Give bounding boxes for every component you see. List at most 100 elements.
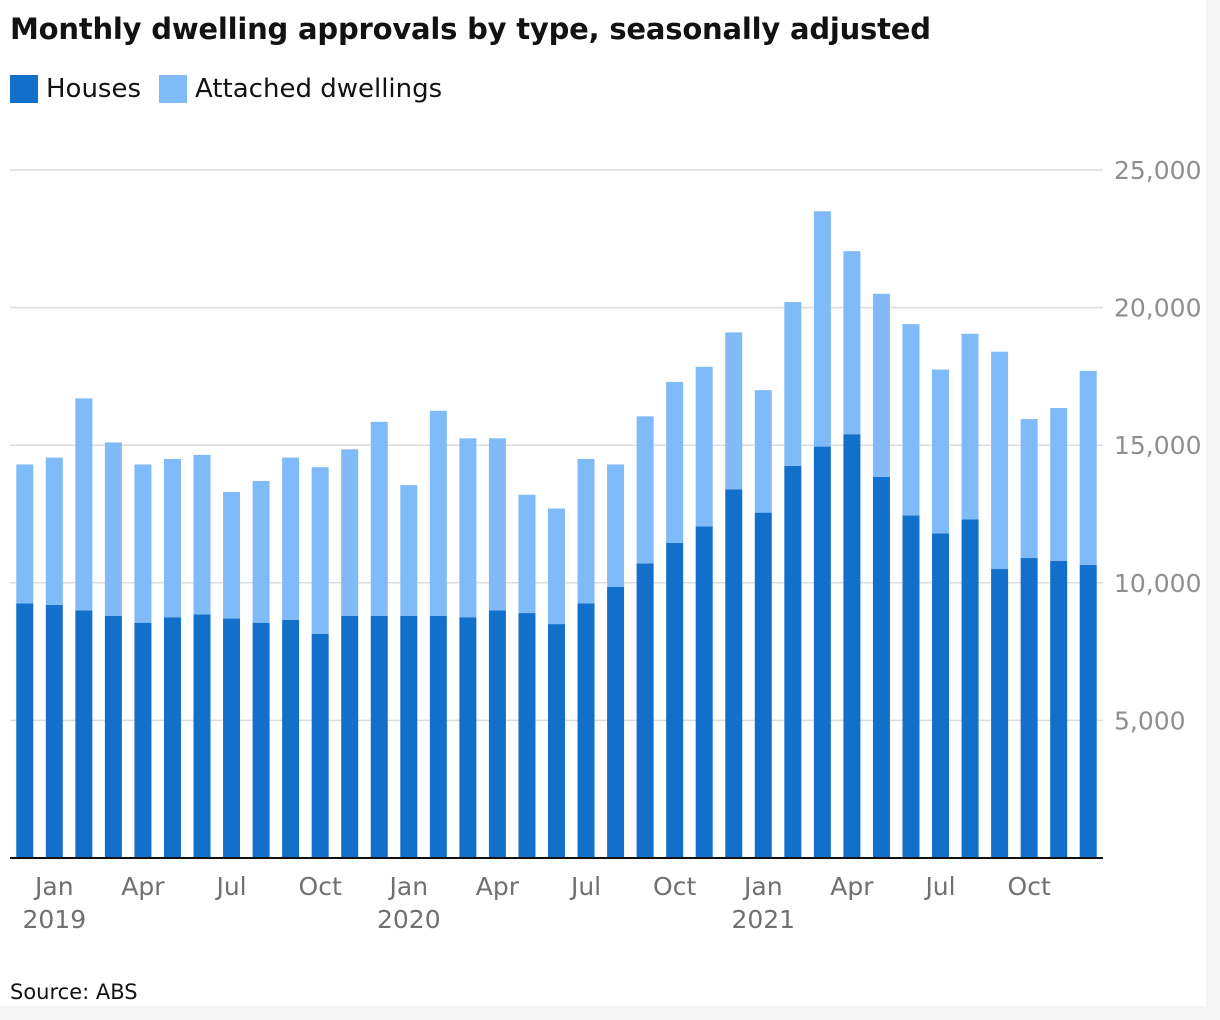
chart-legend: Houses Attached dwellings (10, 74, 460, 104)
x-axis-ticks: Jan 2019 Apr Jul Oct Jan 2020 Apr Jul Oct Jan 2021 A… (22, 872, 1050, 934)
bar-attached-dwellings (45, 457, 63, 605)
bar-houses (282, 619, 300, 858)
bar-attached-dwellings (843, 251, 861, 435)
bar-attached-dwellings (252, 480, 270, 623)
bar-houses (932, 533, 950, 858)
bar-attached-dwellings (459, 438, 477, 618)
legend-item-attached: Attached dwellings (159, 74, 442, 104)
source-note: Source: ABS (10, 980, 138, 1004)
bar-attached-dwellings (991, 351, 1009, 570)
bar-houses (163, 617, 181, 858)
bar-houses (784, 465, 802, 858)
y-tick-label: 10,000 (1114, 569, 1201, 598)
bar-attached-dwellings (311, 467, 329, 634)
bar-houses (961, 519, 979, 858)
chart-card: Monthly dwelling approvals by type, seas… (10, 12, 1202, 1004)
bar-attached-dwellings (341, 449, 359, 616)
legend-label-attached: Attached dwellings (195, 74, 443, 104)
legend-label-houses: Houses (46, 74, 142, 104)
bar-houses (400, 615, 418, 858)
bar-houses (843, 434, 861, 858)
bar-houses (370, 615, 388, 858)
bar-attached-dwellings (813, 211, 831, 447)
bar-attached-dwellings (282, 457, 300, 620)
bar-attached-dwellings (607, 464, 625, 587)
bar-houses (607, 586, 625, 858)
bar-attached-dwellings (429, 410, 447, 616)
bar-houses (252, 622, 270, 858)
x-tick-label-month: Jan (33, 872, 74, 901)
bar-houses (223, 618, 241, 858)
bar-attached-dwellings (488, 438, 506, 611)
bar-houses (1020, 558, 1038, 858)
bar-attached-dwellings (1020, 419, 1038, 559)
bar-houses (813, 446, 831, 858)
stacked-bar-chart: 5,000 10,000 15,000 20,000 25,000 Jan 2019 Apr… (10, 156, 1201, 934)
bar-attached-dwellings (163, 458, 181, 618)
bar-houses (518, 613, 536, 858)
bar-houses (16, 603, 34, 858)
chart-title: Monthly dwelling approvals by type, seas… (10, 12, 931, 46)
bar-attached-dwellings (75, 398, 93, 611)
bars (16, 211, 1097, 858)
bar-attached-dwellings (518, 494, 536, 614)
y-tick-label: 5,000 (1114, 706, 1186, 735)
y-tick-label: 20,000 (1114, 294, 1201, 323)
legend-item-houses: Houses (10, 74, 141, 104)
x-tick-label-month: Oct (653, 872, 696, 901)
x-tick-label-month: Jul (214, 872, 246, 901)
bar-houses (341, 615, 359, 858)
y-tick-label: 25,000 (1114, 156, 1201, 185)
bar-attached-dwellings (134, 464, 152, 623)
bar-attached-dwellings (754, 390, 772, 513)
bar-houses (1079, 564, 1097, 858)
bar-attached-dwellings (636, 416, 654, 564)
x-tick-label-month: Jul (923, 872, 955, 901)
bar-attached-dwellings (548, 508, 565, 625)
bar-houses (193, 614, 211, 858)
x-tick-label-year: 2021 (731, 905, 795, 934)
x-tick-label-month: Apr (476, 872, 520, 901)
bar-attached-dwellings (370, 421, 388, 616)
x-tick-label-month: Oct (1008, 872, 1051, 901)
bar-houses (104, 615, 122, 858)
bar-houses (311, 633, 329, 858)
bar-attached-dwellings (1079, 370, 1097, 565)
x-tick-label-month: Jan (742, 872, 783, 901)
bar-attached-dwellings (666, 381, 684, 543)
bar-houses (134, 622, 152, 858)
bar-houses (666, 542, 684, 858)
bar-attached-dwellings (104, 442, 122, 616)
bar-attached-dwellings (1050, 408, 1068, 561)
bar-houses (725, 489, 743, 858)
bar-houses (488, 610, 506, 858)
legend-swatch-attached (159, 75, 188, 103)
x-tick-label-year: 2020 (377, 905, 441, 934)
bar-houses (1050, 560, 1068, 858)
bar-attached-dwellings (932, 369, 950, 534)
bar-attached-dwellings (400, 485, 418, 616)
x-tick-label-month: Jan (388, 872, 429, 901)
bar-attached-dwellings (784, 302, 802, 466)
bar-attached-dwellings (902, 324, 920, 516)
x-tick-label-year: 2019 (22, 905, 86, 934)
bar-houses (45, 604, 63, 858)
bar-attached-dwellings (872, 293, 890, 477)
x-tick-label-month: Apr (121, 872, 165, 901)
y-tick-label: 15,000 (1114, 431, 1201, 460)
bar-houses (991, 569, 1009, 858)
y-axis-ticks: 5,000 10,000 15,000 20,000 25,000 (1114, 156, 1201, 735)
legend-swatch-houses (10, 75, 38, 103)
bar-attached-dwellings (961, 333, 979, 520)
bar-houses (548, 624, 565, 858)
bar-attached-dwellings (193, 454, 211, 615)
x-tick-label-month: Jul (569, 872, 601, 901)
bar-houses (459, 617, 477, 858)
bar-houses (695, 526, 713, 858)
bar-attached-dwellings (725, 332, 743, 490)
bar-attached-dwellings (577, 458, 595, 604)
bar-houses (636, 563, 654, 858)
bar-houses (872, 476, 890, 858)
bar-houses (429, 615, 447, 858)
bar-houses (75, 610, 93, 858)
